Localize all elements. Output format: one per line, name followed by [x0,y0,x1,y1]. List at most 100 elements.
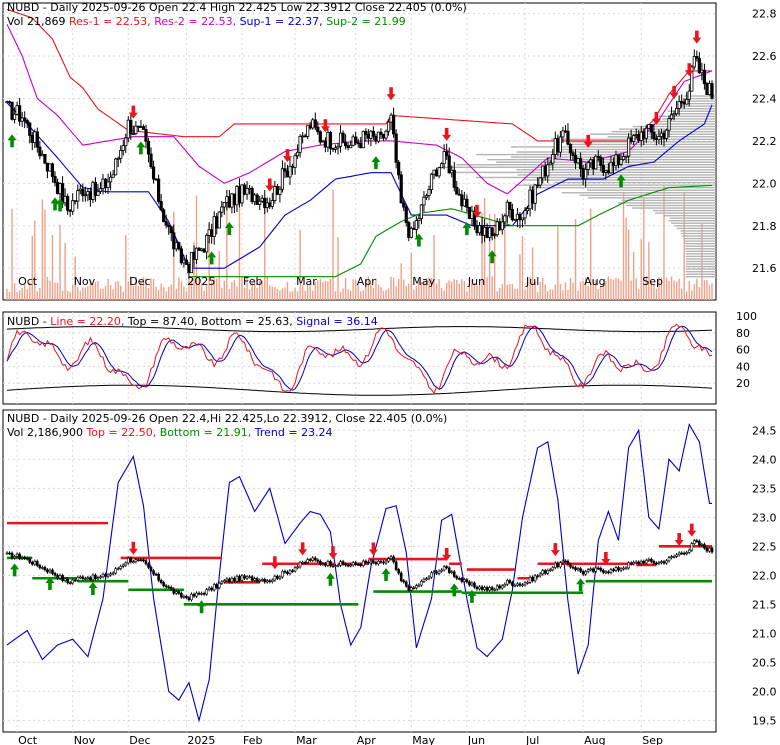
volume-profile-bar [652,123,716,125]
volume-profile-bar [496,161,716,163]
trend-price-candle [177,591,181,594]
trend-price-candle [175,591,178,594]
trend-price-candle [708,547,711,552]
trend-price-candle [602,570,605,573]
x-tick-label: Feb [243,275,262,288]
price-candle [106,181,110,189]
trend-price-candle [389,556,393,559]
price-candle [55,182,60,195]
price-candle [341,132,345,143]
y-tick-label: 22.0 [752,569,777,582]
price-candle [472,210,477,227]
trend-price-candle [657,562,661,564]
trend-price-candle [377,561,380,565]
price-candle [313,119,317,128]
x-tick-label: Dec [129,275,150,288]
price-candle [654,138,659,141]
price-candle [88,191,92,200]
trend-price-candle [548,569,552,572]
volume-profile-bar [685,250,716,253]
header-segment: Signal = 36.14 [296,315,378,328]
price-candle [116,157,120,160]
price-candle [571,152,575,156]
trend-price-candle [225,578,229,581]
price-candle [465,198,469,208]
price-candle [63,195,67,204]
price-candle [609,161,613,174]
trend-price-candle [541,570,544,575]
price-candle [86,191,90,196]
trend-price-candle [513,584,517,587]
trend-price-candle [533,575,537,582]
trend-price-candle [432,571,436,574]
trend-price-candle [238,575,241,581]
trend-price-candle [185,596,188,598]
price-candle [182,259,186,264]
trend-price-candle [569,564,572,568]
price-candle [518,213,522,221]
y-tick-label: 22.0 [752,177,777,190]
trend-price-candle [566,560,570,565]
price-candle [119,150,123,159]
price-candle [121,145,125,151]
trend-price-candle [447,567,451,573]
price-candle [510,209,514,221]
x-tick-label: Apr [357,275,377,288]
x-tick-label: Nov [74,275,96,288]
stochastic-header: NUBD - Line = 22.20, Top = 87.40, Bottom… [7,315,378,328]
sell-arrow [550,543,560,557]
trend-price-candle [81,576,85,579]
trend-price-candle [495,585,499,590]
trend-price-candle [710,547,714,553]
trend-price-candle [508,580,512,583]
price-candle [412,227,416,230]
buy-arrow [10,563,20,577]
trend-price-candle [38,565,42,569]
volume-profile-bar [476,176,716,179]
trend-price-candle [18,553,21,559]
trend-price-candle [94,574,97,579]
price-candle [76,190,80,202]
price-candle [290,165,295,168]
trend-price-candle [571,566,575,569]
trend-price-candle [180,592,183,598]
price-candle [482,227,487,236]
x-tick-label: Jun [467,275,485,288]
price-candle [432,169,436,175]
price-candle [288,165,292,178]
trend-price-candle [677,552,681,556]
volume-profile-bar [631,207,716,209]
trend-price-candle [599,567,603,571]
price-candle [235,185,239,206]
trend-price-candle [607,571,610,574]
price-candle [624,155,628,158]
y-tick-label: 21.6 [752,262,777,275]
trend-price-candle [205,589,208,595]
price-candle [306,125,310,137]
volume-profile-bar [554,181,716,184]
trend-price-candle [422,578,426,582]
trend-price-candle [15,553,19,557]
trend-price-candle [255,578,259,582]
trend-price-candle [71,579,74,584]
price-candle [700,69,704,74]
trend-price-candle [159,580,163,583]
trend-price-candle [445,566,448,569]
price-candle [551,154,555,164]
header-segment: Res-1 = 22.53, [69,15,154,28]
trend-price-candle [172,588,176,594]
sell-arrow [265,178,275,192]
price-candle [591,159,595,170]
price-candle [695,55,699,59]
price-candle [397,161,401,176]
trend-price-candle [450,571,454,574]
volume-profile-bar [678,105,716,107]
trend-price-candle [458,578,461,580]
trend-price-candle [126,557,130,564]
trend-price-candle [68,582,72,585]
trend-price-candle [48,569,52,573]
price-candle [384,130,388,139]
trend-price-candle [273,575,277,581]
volume-profile-bar [514,184,716,186]
